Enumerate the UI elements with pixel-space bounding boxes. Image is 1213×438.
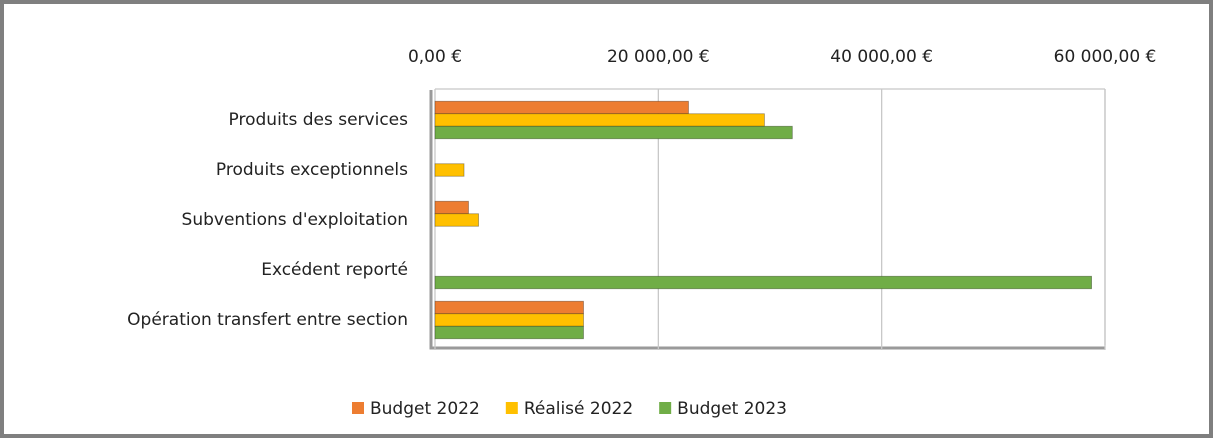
bar [434,113,765,127]
legend-swatch [659,402,672,414]
legend-label: Budget 2023 [677,399,787,419]
bar [434,275,1092,290]
bar [434,125,793,140]
bar [434,100,689,115]
x-tick-label: 40 000,00 € [830,47,933,67]
bar [434,300,584,315]
legend-swatch [352,402,364,414]
bar [434,200,469,215]
y-tick-label: Opération transfert entre section [127,310,408,330]
legend-swatch [505,402,518,414]
bar [434,163,465,177]
y-tick-label: Produits des services [229,110,409,130]
bar [434,325,584,340]
bar [434,213,479,227]
x-tick-label: 60 000,00 € [1054,47,1157,67]
legend-label: Réalisé 2022 [524,399,633,419]
legend-label: Budget 2022 [370,399,480,419]
plot-axis [429,90,1105,350]
y-tick-label: Produits exceptionnels [216,160,408,180]
bar [434,313,584,327]
x-tick-label: 20 000,00 € [607,47,710,67]
x-tick-label: 0,00 € [408,47,462,67]
y-tick-label: Subventions d'exploitation [182,210,408,230]
y-tick-label: Excédent reporté [261,260,408,280]
